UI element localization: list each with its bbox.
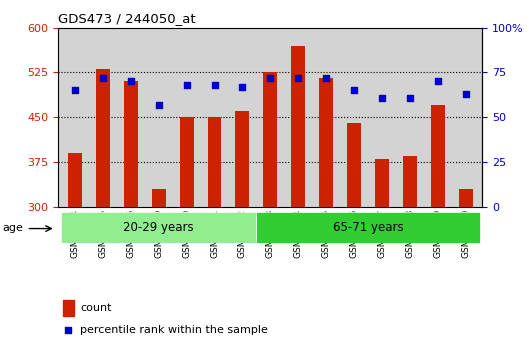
Bar bbox=[208, 117, 222, 207]
Bar bbox=[347, 123, 361, 207]
Point bbox=[405, 95, 414, 100]
Bar bbox=[152, 189, 166, 207]
Point bbox=[71, 88, 80, 93]
Point bbox=[461, 91, 470, 97]
Point bbox=[154, 102, 163, 108]
Point bbox=[266, 75, 275, 81]
Point bbox=[434, 79, 442, 84]
Bar bbox=[403, 156, 417, 207]
Point bbox=[350, 88, 358, 93]
Point bbox=[182, 82, 191, 88]
Point bbox=[378, 95, 386, 100]
Bar bbox=[96, 69, 110, 207]
Point bbox=[64, 328, 73, 333]
Bar bbox=[180, 117, 193, 207]
Text: age: age bbox=[3, 224, 23, 233]
Bar bbox=[291, 46, 305, 207]
Bar bbox=[431, 105, 445, 207]
Bar bbox=[375, 159, 389, 207]
Bar bbox=[235, 111, 250, 207]
Bar bbox=[319, 78, 333, 207]
Bar bbox=[257, 212, 480, 243]
Bar bbox=[61, 212, 257, 243]
Text: 20-29 years: 20-29 years bbox=[123, 221, 194, 234]
Bar bbox=[68, 153, 82, 207]
Bar bbox=[63, 300, 74, 316]
Bar bbox=[124, 81, 138, 207]
Point bbox=[238, 84, 246, 90]
Point bbox=[210, 82, 219, 88]
Bar bbox=[263, 72, 277, 207]
Point bbox=[294, 75, 303, 81]
Point bbox=[322, 75, 330, 81]
Text: percentile rank within the sample: percentile rank within the sample bbox=[80, 325, 268, 335]
Point bbox=[127, 79, 135, 84]
Text: 65-71 years: 65-71 years bbox=[333, 221, 403, 234]
Bar bbox=[458, 189, 473, 207]
Text: GDS473 / 244050_at: GDS473 / 244050_at bbox=[58, 12, 196, 25]
Point bbox=[99, 75, 107, 81]
Text: count: count bbox=[80, 303, 111, 313]
